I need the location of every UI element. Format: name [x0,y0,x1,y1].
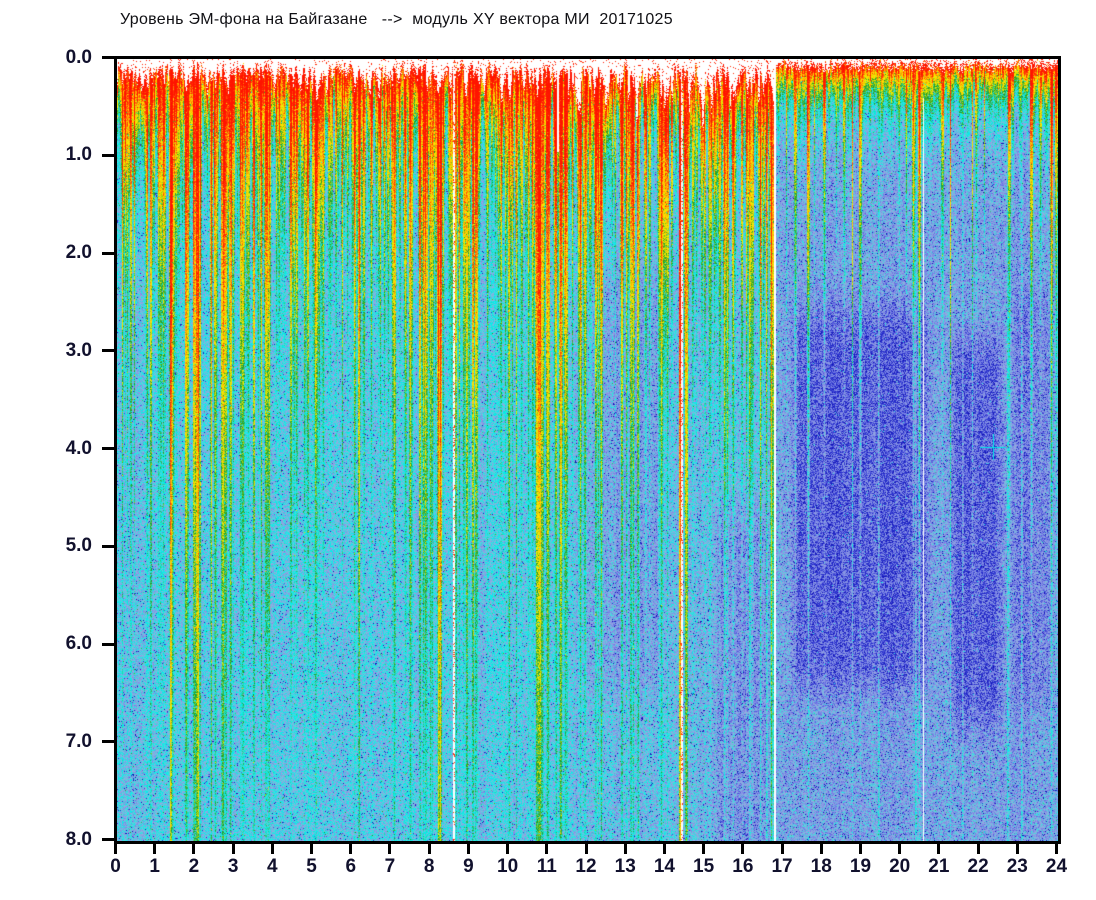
x-tick [858,844,862,854]
y-tick [102,153,114,157]
y-tick-label: 7.0 [65,730,92,752]
y-tick-label: 5.0 [65,535,92,557]
x-tick-label: 1 [149,856,160,877]
x-tick-label: 8 [423,856,435,877]
y-tick [102,740,114,744]
y-tick [102,56,114,59]
x-tick [349,844,353,854]
y-tick-label: 1.0 [65,144,92,166]
x-tick [231,844,235,854]
x-tick-label: 11 [536,856,557,877]
y-tick-label: 0.0 [65,46,92,68]
x-tick-label: 3 [227,856,239,877]
x-tick [937,844,941,854]
x-tick [466,844,470,854]
x-tick [898,844,902,854]
x-tick-label: 15 [693,856,715,877]
x-tick [114,844,117,854]
x-tick [270,844,274,854]
x-tick-label: 10 [497,856,519,877]
x-tick [1015,844,1019,854]
x-tick-label: 17 [771,856,793,877]
x-tick [662,844,666,854]
x-tick [388,844,392,854]
x-tick [741,844,745,854]
chart-title: Уровень ЭМ-фона на Байгазане --> модуль … [120,11,673,28]
x-tick [780,844,784,854]
y-tick [102,642,114,646]
x-tick [584,844,588,854]
x-tick [702,844,706,854]
x-tick [545,844,549,854]
x-tick [1055,844,1058,854]
x-tick-label: 20 [889,856,911,877]
x-tick-label: 16 [732,856,754,877]
x-tick [623,844,627,854]
y-tick-label: 3.0 [65,339,92,361]
x-tick-label: 5 [306,856,317,877]
x-tick [506,844,510,854]
x-tick-label: 2 [188,856,200,877]
y-tick-label: 2.0 [65,242,92,263]
x-tick [310,844,314,854]
x-tick-label: 9 [463,856,474,877]
x-tick-label: 18 [810,856,832,877]
x-tick [819,844,823,854]
x-tick [192,844,196,854]
x-tick [976,844,980,854]
x-tick [427,844,431,854]
spectrogram-canvas [117,59,1058,841]
plot-frame [114,56,1061,844]
y-tick [102,447,114,450]
x-tick-label: 22 [967,856,989,877]
x-tick-label: 23 [1006,856,1028,877]
x-tick-label: 24 [1045,856,1068,877]
x-tick-label: 13 [614,856,636,877]
x-tick-label: 12 [575,856,597,877]
x-tick-label: 6 [345,856,357,877]
y-tick [102,349,114,353]
x-tick [153,844,157,854]
x-tick-label: 21 [928,856,950,877]
x-tick-label: 19 [849,856,872,877]
y-tick-label: 4.0 [65,437,92,459]
x-tick-label: 4 [267,856,278,877]
x-tick-label: 0 [110,856,121,877]
y-tick-label: 6.0 [65,633,92,654]
y-tick-label: 8.0 [65,828,92,850]
y-tick [102,838,114,841]
y-tick [102,544,114,548]
x-tick-label: 7 [384,856,396,877]
x-tick-label: 14 [653,856,675,877]
y-tick [102,251,114,255]
